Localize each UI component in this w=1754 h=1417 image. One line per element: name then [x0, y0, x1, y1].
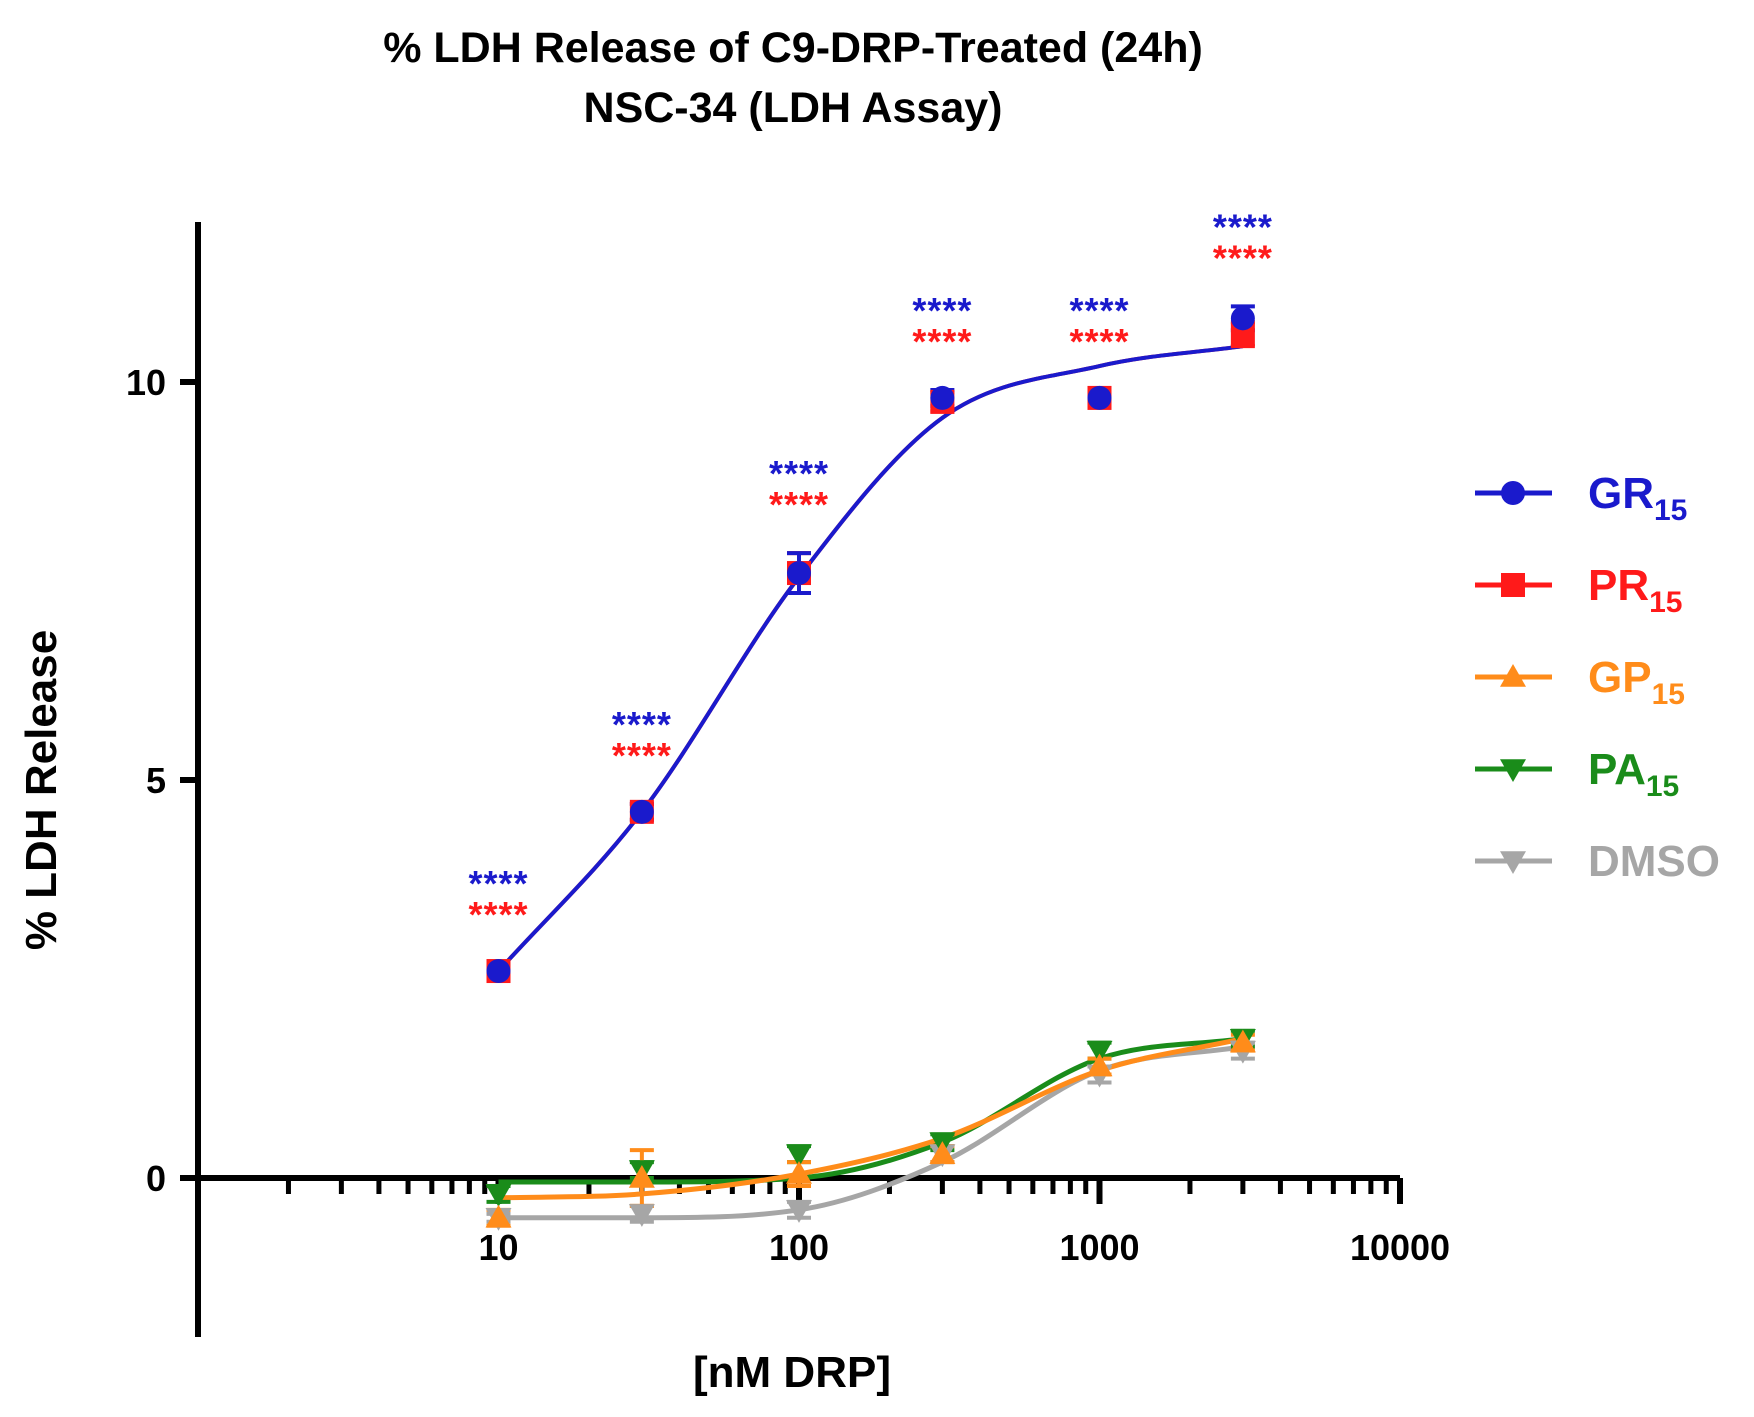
- significance-stars: ****: [468, 894, 528, 935]
- legend-marker-dmso: [1500, 851, 1526, 874]
- point-gr: [1087, 385, 1112, 410]
- legend-label-pr: PR15: [1588, 561, 1683, 619]
- fit-curve-gp: [498, 1036, 1244, 1201]
- point-gp: [628, 1165, 655, 1188]
- legend-label-pa: PA15: [1588, 745, 1679, 803]
- data-points: [485, 306, 1256, 1231]
- point-gr: [486, 959, 511, 984]
- significance-stars: ****: [1069, 290, 1129, 331]
- legend-marker-gr: [1501, 481, 1525, 505]
- legend-subscript: 15: [1652, 678, 1685, 711]
- y-axis-title: % LDH Release: [17, 630, 66, 950]
- x-axis-title: [nM DRP]: [693, 1348, 891, 1397]
- significance-stars: ****: [912, 290, 972, 331]
- fit-curve-pr: [497, 344, 1244, 973]
- point-pa: [485, 1184, 512, 1207]
- significance-stars: ****: [1069, 321, 1129, 362]
- legend-label-gp: GP15: [1588, 653, 1685, 711]
- significance-stars: ****: [468, 863, 528, 904]
- significance-stars: ****: [612, 704, 672, 745]
- x-tick-label: 1000: [1059, 1227, 1139, 1268]
- x-axis: 10 100 1000 10000: [195, 1175, 1450, 1268]
- point-dmso: [786, 1200, 812, 1223]
- x-tick-label: 10000: [1350, 1227, 1450, 1268]
- chart-title-line-1: % LDH Release of C9-DRP-Treated (24h): [383, 24, 1203, 72]
- significance-stars: ****: [1213, 237, 1273, 278]
- point-gp: [1086, 1053, 1113, 1077]
- error-bars: [486, 304, 1255, 1228]
- legend-marker-pa: [1500, 759, 1526, 782]
- point-gp: [1229, 1029, 1256, 1053]
- point-pa: [1086, 1040, 1113, 1064]
- legend-label-gr: GR15: [1588, 469, 1687, 527]
- significance-stars: ****: [912, 321, 972, 362]
- x-tick-label: 100: [769, 1227, 829, 1268]
- legend-label-dmso: DMSO: [1588, 837, 1720, 886]
- y-tick-label: 0: [146, 1158, 166, 1199]
- point-pa: [786, 1144, 812, 1168]
- chart-title-line-2: NSC-34 (LDH Assay): [584, 84, 1003, 132]
- point-dmso: [628, 1204, 655, 1227]
- y-axis: 0 5 10: [126, 222, 201, 1337]
- point-gp: [485, 1204, 512, 1228]
- legend-marker-gp: [1500, 664, 1526, 687]
- y-tick-label: 10: [126, 362, 166, 403]
- significance-stars: ****: [1213, 206, 1273, 247]
- legend-subscript: 15: [1646, 770, 1679, 803]
- significance-annotations: ****************************************…: [468, 206, 1273, 935]
- point-gr: [629, 799, 654, 824]
- significance-stars: ****: [769, 453, 829, 494]
- point-gr: [930, 385, 955, 410]
- legend-marker-pr: [1501, 573, 1525, 597]
- point-gr: [787, 561, 811, 586]
- point-gp: [929, 1141, 956, 1164]
- legend: GR15 PR15 GP15 PA15 DMSO: [1475, 469, 1720, 886]
- x-tick-label: 10: [478, 1227, 518, 1268]
- legend-subscript: 15: [1649, 586, 1682, 619]
- y-tick-label: 5: [146, 760, 166, 801]
- fit-curve-dmso: [498, 1044, 1244, 1221]
- fit-curve-gr: [497, 344, 1244, 973]
- point-gp: [786, 1161, 812, 1184]
- fit-curves: [497, 344, 1244, 1221]
- point-gr: [1230, 306, 1255, 331]
- legend-subscript: 15: [1654, 494, 1687, 527]
- significance-stars: ****: [612, 735, 672, 776]
- significance-stars: ****: [769, 484, 829, 525]
